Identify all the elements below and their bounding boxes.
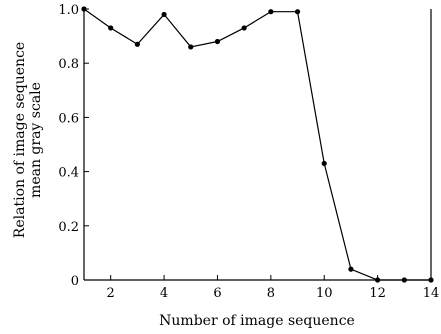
y-tick-label: 0.4 [58,166,79,181]
data-point [81,6,87,12]
data-point [375,277,381,283]
data-point [134,41,140,47]
data-point [268,9,274,15]
y-axis-title-line-1: Relation of image sequence [12,42,28,238]
x-axis-title: Number of image sequence [159,313,355,329]
x-tick-label: 6 [213,286,221,301]
y-tick-label: 0.8 [58,57,79,72]
axes [83,9,432,281]
y-tick-label: 0 [71,274,79,289]
series-line [83,8,431,281]
x-tick-label: 2 [107,286,115,301]
data-point [188,44,194,50]
ticks: 2 4 6 8 10 12 14 0 0.2 0.4 0.6 0.8 1.0 [58,3,439,301]
x-tick-label: 14 [423,286,440,301]
data-point [241,25,247,31]
series [81,6,434,283]
data-point [294,9,301,15]
data-point [321,160,327,167]
y-tick-label: 0.2 [58,220,79,235]
x-tick-label: 8 [267,286,275,301]
data-point [214,38,221,45]
data-point [401,277,407,283]
x-tick-label: 4 [160,286,168,301]
y-tick-label: 0.6 [58,111,79,126]
y-axis-title-line-2: mean gray scale [28,82,44,198]
x-tick-label: 10 [316,286,333,301]
data-point [428,277,434,283]
data-point [108,25,114,31]
data-point [161,11,167,18]
y-tick-label: 1.0 [58,3,79,18]
data-point [348,266,354,272]
x-tick-label: 12 [369,286,386,301]
